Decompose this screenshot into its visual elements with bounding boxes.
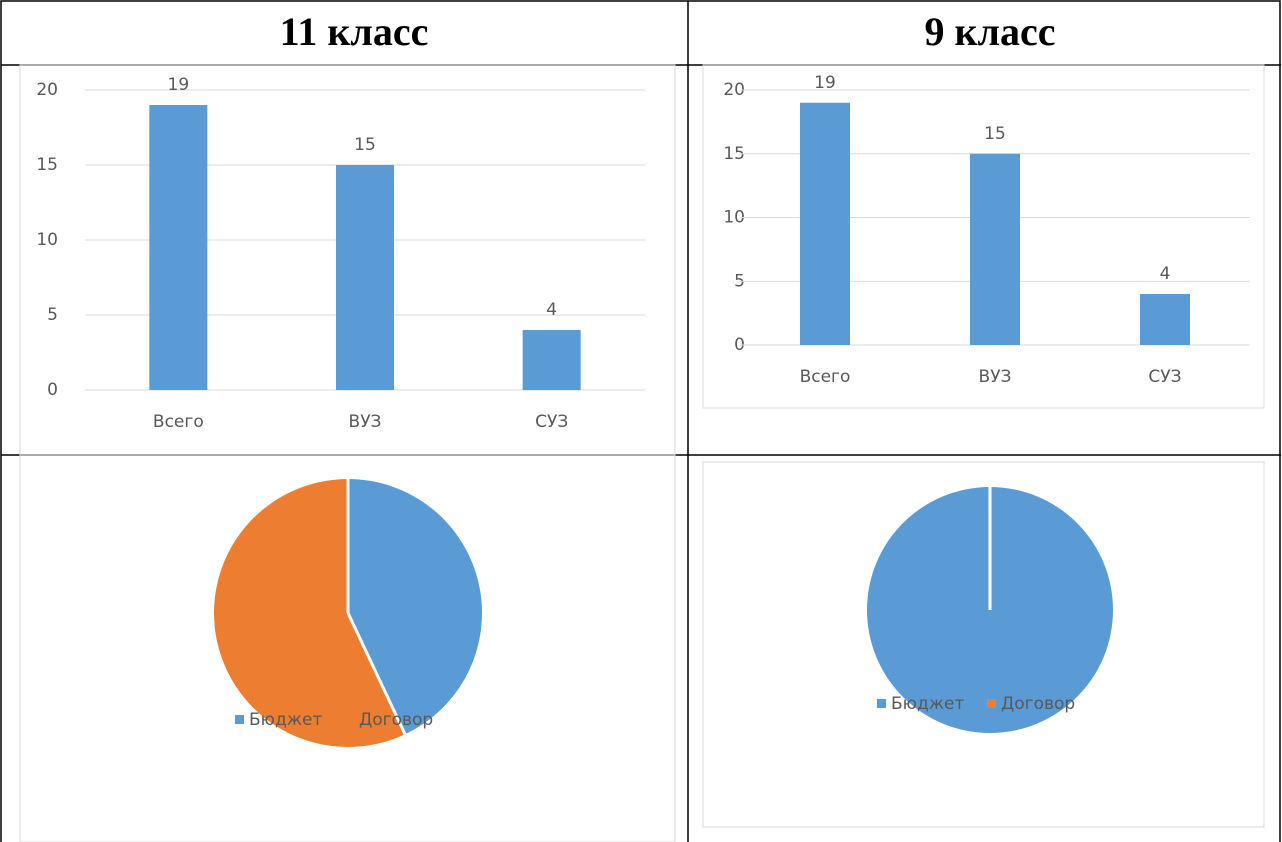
- x-tick-label: Всего: [153, 412, 204, 432]
- data-label: 15: [354, 135, 376, 155]
- data-label: 15: [984, 124, 1006, 144]
- slice-border: [346, 612, 407, 735]
- x-tick-label: СУЗ: [1148, 367, 1181, 387]
- pie-slice: [348, 479, 482, 735]
- x-tick-label: СУЗ: [535, 412, 568, 432]
- bar: [800, 102, 850, 345]
- bar: [970, 153, 1020, 345]
- data-label: 4: [546, 300, 557, 320]
- legend-swatch: [235, 715, 244, 724]
- pie-slice: [213, 479, 406, 747]
- bar: [1140, 294, 1190, 345]
- y-tick-label: 20: [723, 80, 745, 100]
- x-tick-label: ВУЗ: [349, 412, 382, 432]
- y-tick-label: 5: [47, 305, 58, 325]
- bar: [149, 105, 208, 390]
- x-tick-label: Всего: [800, 367, 851, 387]
- legend-label: Договор: [1001, 694, 1075, 714]
- chart-frames: [19, 64, 1265, 842]
- y-tick-label: 0: [47, 380, 58, 400]
- y-tick-label: 10: [723, 208, 745, 228]
- bar: [336, 165, 394, 390]
- legend-label: Договор: [359, 710, 433, 730]
- y-tick-label: 20: [36, 80, 58, 100]
- y-tick-label: 10: [36, 230, 58, 250]
- y-tick-label: 15: [723, 144, 745, 164]
- y-tick-label: 0: [734, 335, 745, 355]
- legend-label: Бюджет: [249, 710, 323, 730]
- data-label: 19: [168, 75, 190, 95]
- data-label: 19: [814, 73, 836, 93]
- y-tick-label: 5: [734, 271, 745, 291]
- bar: [522, 330, 581, 390]
- data-label: 4: [1160, 264, 1171, 284]
- y-tick-label: 15: [36, 155, 58, 175]
- legend-swatch: [877, 699, 886, 708]
- legend-swatch: [987, 699, 996, 708]
- column-header: 11 класс: [280, 9, 429, 54]
- legend-label: Бюджет: [891, 694, 965, 714]
- column-header: 9 класс: [925, 9, 1056, 54]
- legend-swatch: [345, 715, 354, 724]
- x-tick-label: ВУЗ: [979, 367, 1012, 387]
